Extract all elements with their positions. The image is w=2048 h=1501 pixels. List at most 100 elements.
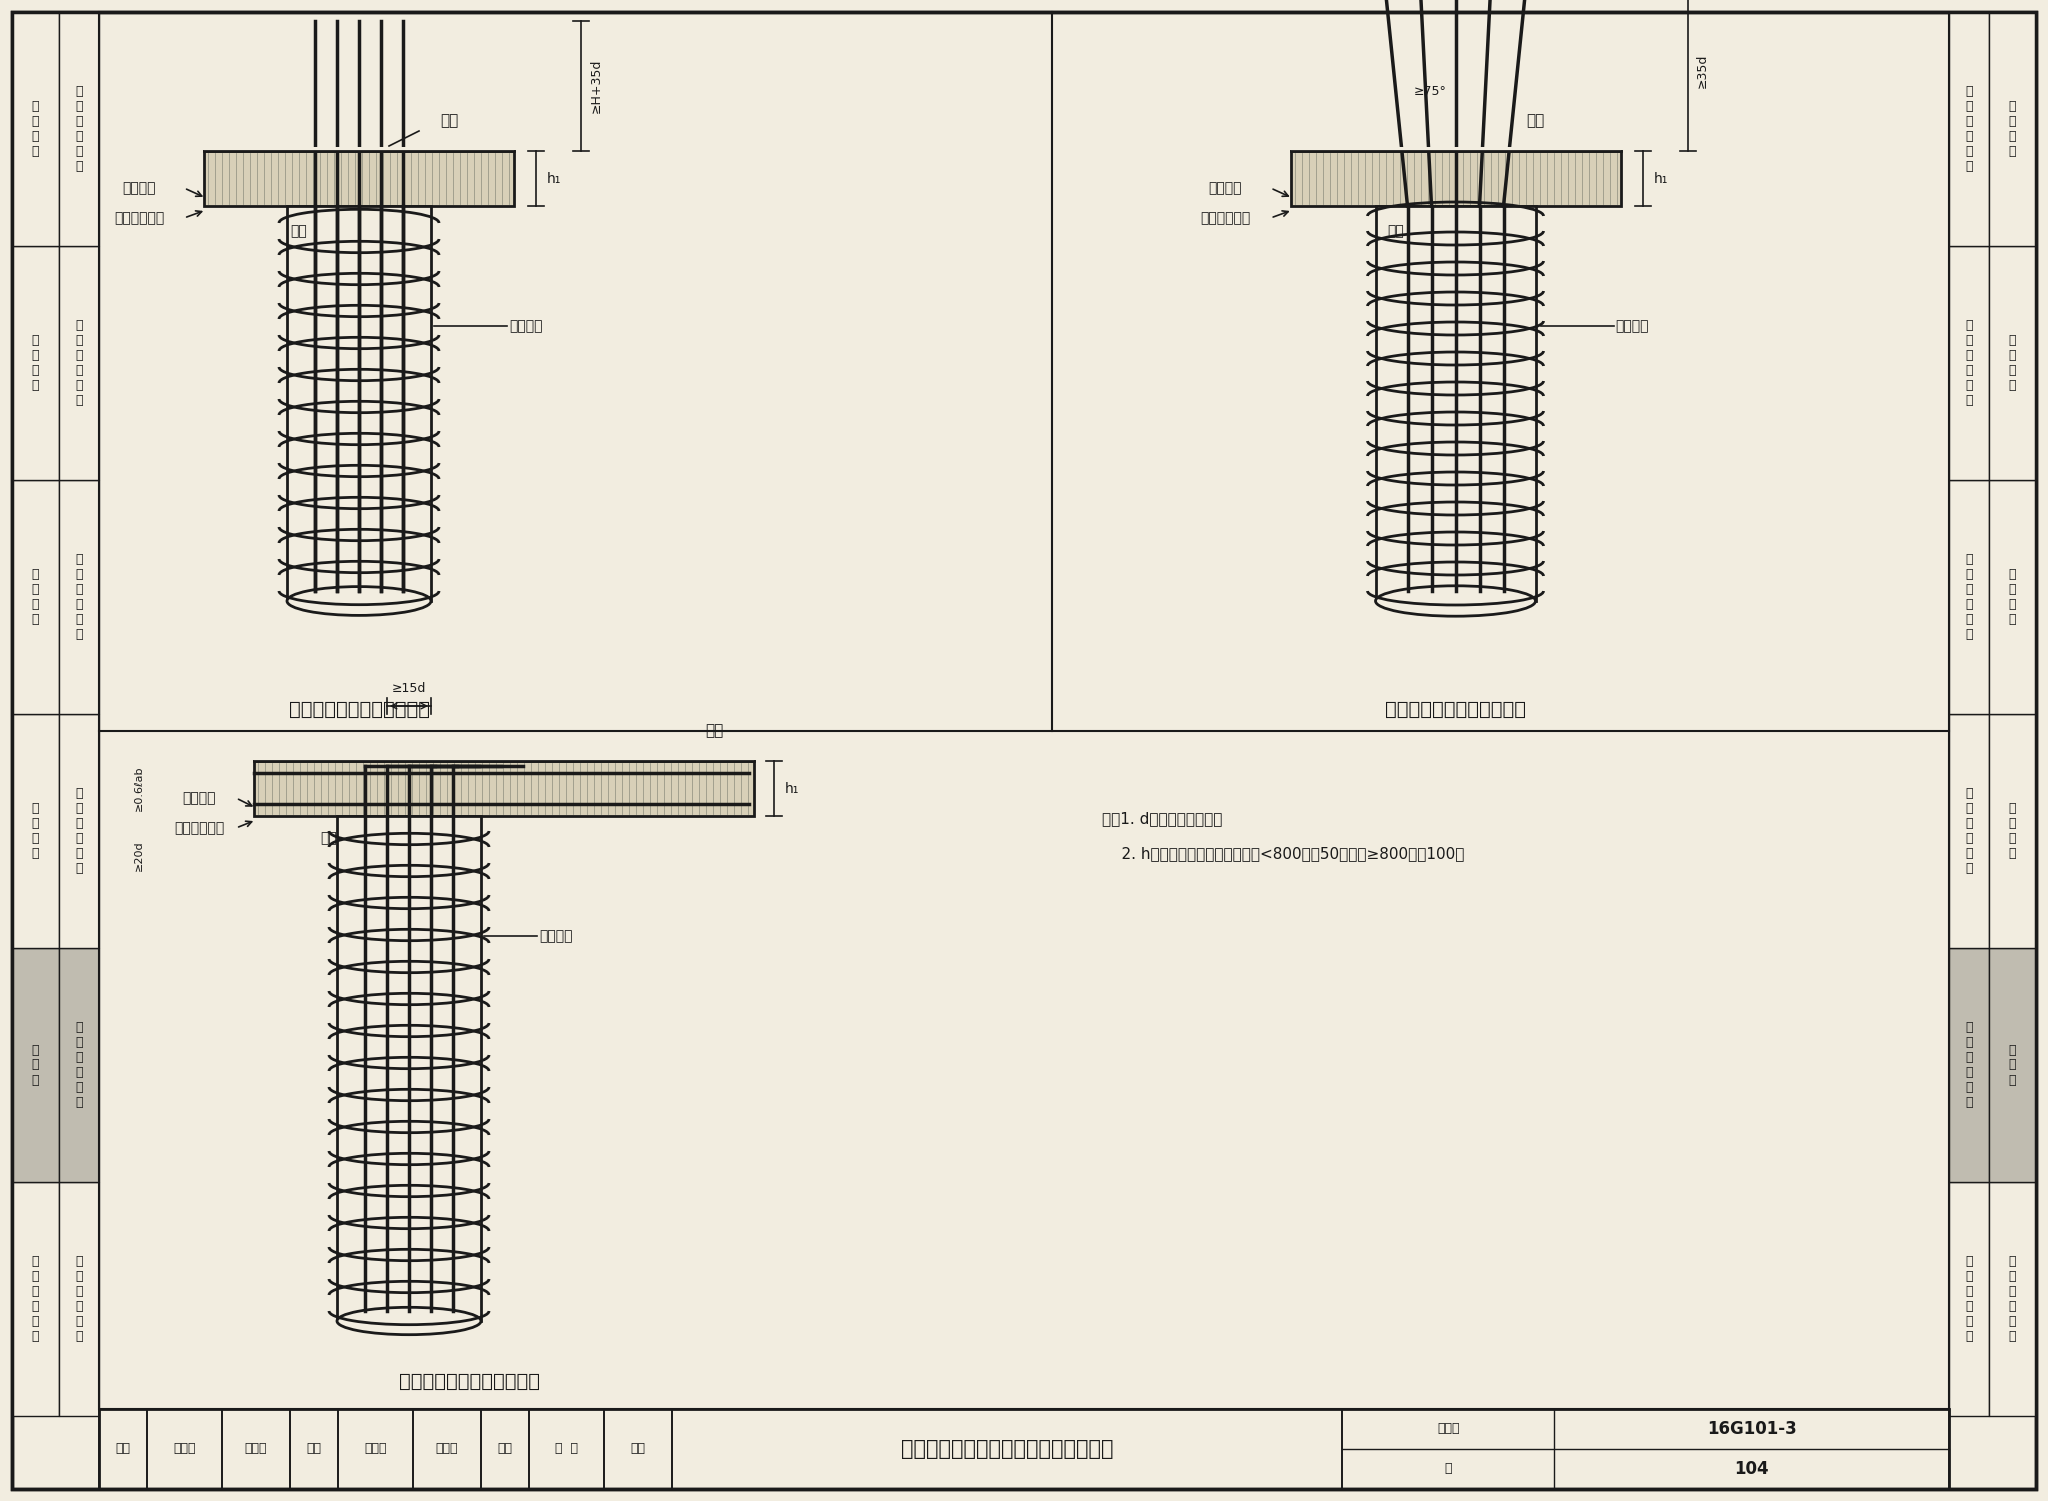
Text: 标
准
构
造
详
图: 标 准 构 造 详 图 [76,787,82,875]
Text: 刘国辉: 刘国辉 [365,1442,387,1456]
Text: 条
形
基
础: 条 形 基 础 [2009,567,2015,626]
Text: h₁: h₁ [1653,171,1667,186]
Ellipse shape [287,587,430,615]
Text: 垫层: 垫层 [322,832,338,845]
Text: 基
础
相
关
构
造: 基 础 相 关 构 造 [2009,1255,2015,1343]
Text: 注：1. d为桩内纵筋直径。: 注：1. d为桩内纵筋直径。 [1102,811,1223,826]
Bar [1989,12,2036,246]
Text: 标
准
构
造
详
图: 标 准 构 造 详 图 [76,320,82,407]
Bar [1376,206,1536,600]
Text: 桩顶标高: 桩顶标高 [1208,182,1243,195]
Text: 图集号: 图集号 [1438,1423,1460,1435]
Text: 2. h为桩顶进入承台高度，桩径<800时取50，桩径≥800时取100。: 2. h为桩顶进入承台高度，桩径<800时取50，桩径≥800时取100。 [1102,847,1464,862]
Text: 桩顶标高: 桩顶标高 [182,791,215,805]
Text: 独
立
基
础: 独 立 基 础 [2009,335,2015,392]
Text: ≥H+35d: ≥H+35d [590,59,602,113]
Text: 校对: 校对 [307,1442,322,1456]
Bar [672,1409,1341,1489]
Bar [1950,1181,1989,1415]
Bar [221,1409,291,1489]
Bar [12,1181,59,1415]
Text: 条
形
基
础: 条 形 基 础 [33,567,39,626]
Bar [1290,147,1620,152]
Bar [338,817,481,1321]
Text: 标
准
构
造
详
图: 标 准 构 造 详 图 [76,1021,82,1109]
Text: 承台: 承台 [440,114,459,129]
Bar [12,480,59,714]
Text: ≥0.6ℓab: ≥0.6ℓab [133,766,143,811]
Text: 桩顶与承台连接构造（三）: 桩顶与承台连接构造（三） [1384,699,1526,719]
Text: 标
准
构
造
详
图: 标 准 构 造 详 图 [1966,86,1972,173]
Text: 标
准
构
造
详
图: 标 准 构 造 详 图 [76,552,82,641]
Text: 一
般
构
造: 一 般 构 造 [33,101,39,158]
Text: 标
准
构
造
详
图: 标 准 构 造 详 图 [1966,1255,1972,1343]
Bar [1950,246,1989,480]
Text: 桩
基
础: 桩 基 础 [33,1043,39,1087]
Bar [1950,480,1989,714]
Text: 垫层: 垫层 [291,224,307,239]
Text: ≥35d: ≥35d [1696,54,1708,89]
Text: 沈典典: 沈典典 [436,1442,459,1456]
Bar [1950,12,1989,246]
Bar [1989,1181,2036,1415]
Bar [1950,949,1989,1181]
Text: 页: 页 [1444,1462,1452,1475]
Bar [59,480,98,714]
Bar [147,1409,221,1489]
Bar [287,206,430,600]
Text: h₁: h₁ [784,782,799,796]
Text: 承台底面标高: 承台底面标高 [115,212,164,225]
Bar [59,714,98,949]
Bar [1341,1409,1950,1489]
Bar [481,1409,528,1489]
Text: ≥15d: ≥15d [391,681,426,695]
Text: 垫层: 垫层 [1386,224,1403,239]
Bar [98,1409,147,1489]
Bar [1989,949,2036,1181]
Text: 黄志刚: 黄志刚 [174,1442,197,1456]
Text: ≥75°: ≥75° [1413,84,1448,98]
Text: 桩顶标高: 桩顶标高 [123,182,156,195]
Bar [414,1409,481,1489]
Text: 桩顶与承台连接构造（二）: 桩顶与承台连接构造（二） [399,1372,539,1390]
Text: 设计: 设计 [498,1442,512,1456]
Text: 筏
形
基
础: 筏 形 基 础 [33,802,39,860]
Bar [254,757,754,761]
Bar [205,152,514,206]
Text: 沈建: 沈建 [631,1442,645,1456]
Text: ≥20d: ≥20d [133,841,143,871]
Text: 桩身纵筋: 桩身纵筋 [510,320,543,333]
Text: 承台底面标高: 承台底面标高 [1200,212,1251,225]
Bar [528,1409,604,1489]
Bar [98,1409,1950,1489]
Text: 审核: 审核 [115,1442,131,1456]
Text: 桩顶与承台连接构造（一）: 桩顶与承台连接构造（一） [289,699,430,719]
Bar [291,1409,338,1489]
Bar [59,1181,98,1415]
Text: 桩身纵筋: 桩身纵筋 [539,929,573,943]
Text: 标
准
构
造
详
图: 标 准 构 造 详 图 [1966,320,1972,407]
Text: 夏方则: 夏方则 [246,1442,266,1456]
Text: h₁: h₁ [547,171,561,186]
Text: 桩身纵筋: 桩身纵筋 [1616,320,1649,333]
Bar [59,12,98,246]
Bar [1950,714,1989,949]
Bar [59,246,98,480]
Bar [1290,152,1620,206]
Text: 承台底面标高: 承台底面标高 [174,821,223,835]
Text: 一
般
构
造: 一 般 构 造 [2009,101,2015,158]
Text: 筏
形
基
础: 筏 形 基 础 [2009,802,2015,860]
Bar [205,147,514,152]
Bar [12,949,59,1181]
Bar [1989,714,2036,949]
Text: 钢筋混凝土灌注桩桩顶与承台连接构造: 钢筋混凝土灌注桩桩顶与承台连接构造 [901,1439,1114,1459]
Ellipse shape [1376,585,1536,617]
Bar [12,12,59,246]
Text: 桩
基
础: 桩 基 础 [2009,1043,2015,1087]
Text: 标
准
构
造
详
图: 标 准 构 造 详 图 [1966,1021,1972,1109]
Text: 标
准
构
造
详
图: 标 准 构 造 详 图 [76,86,82,173]
Bar [59,949,98,1181]
Text: 104: 104 [1735,1460,1769,1478]
Bar [1989,246,2036,480]
Bar [254,761,754,817]
